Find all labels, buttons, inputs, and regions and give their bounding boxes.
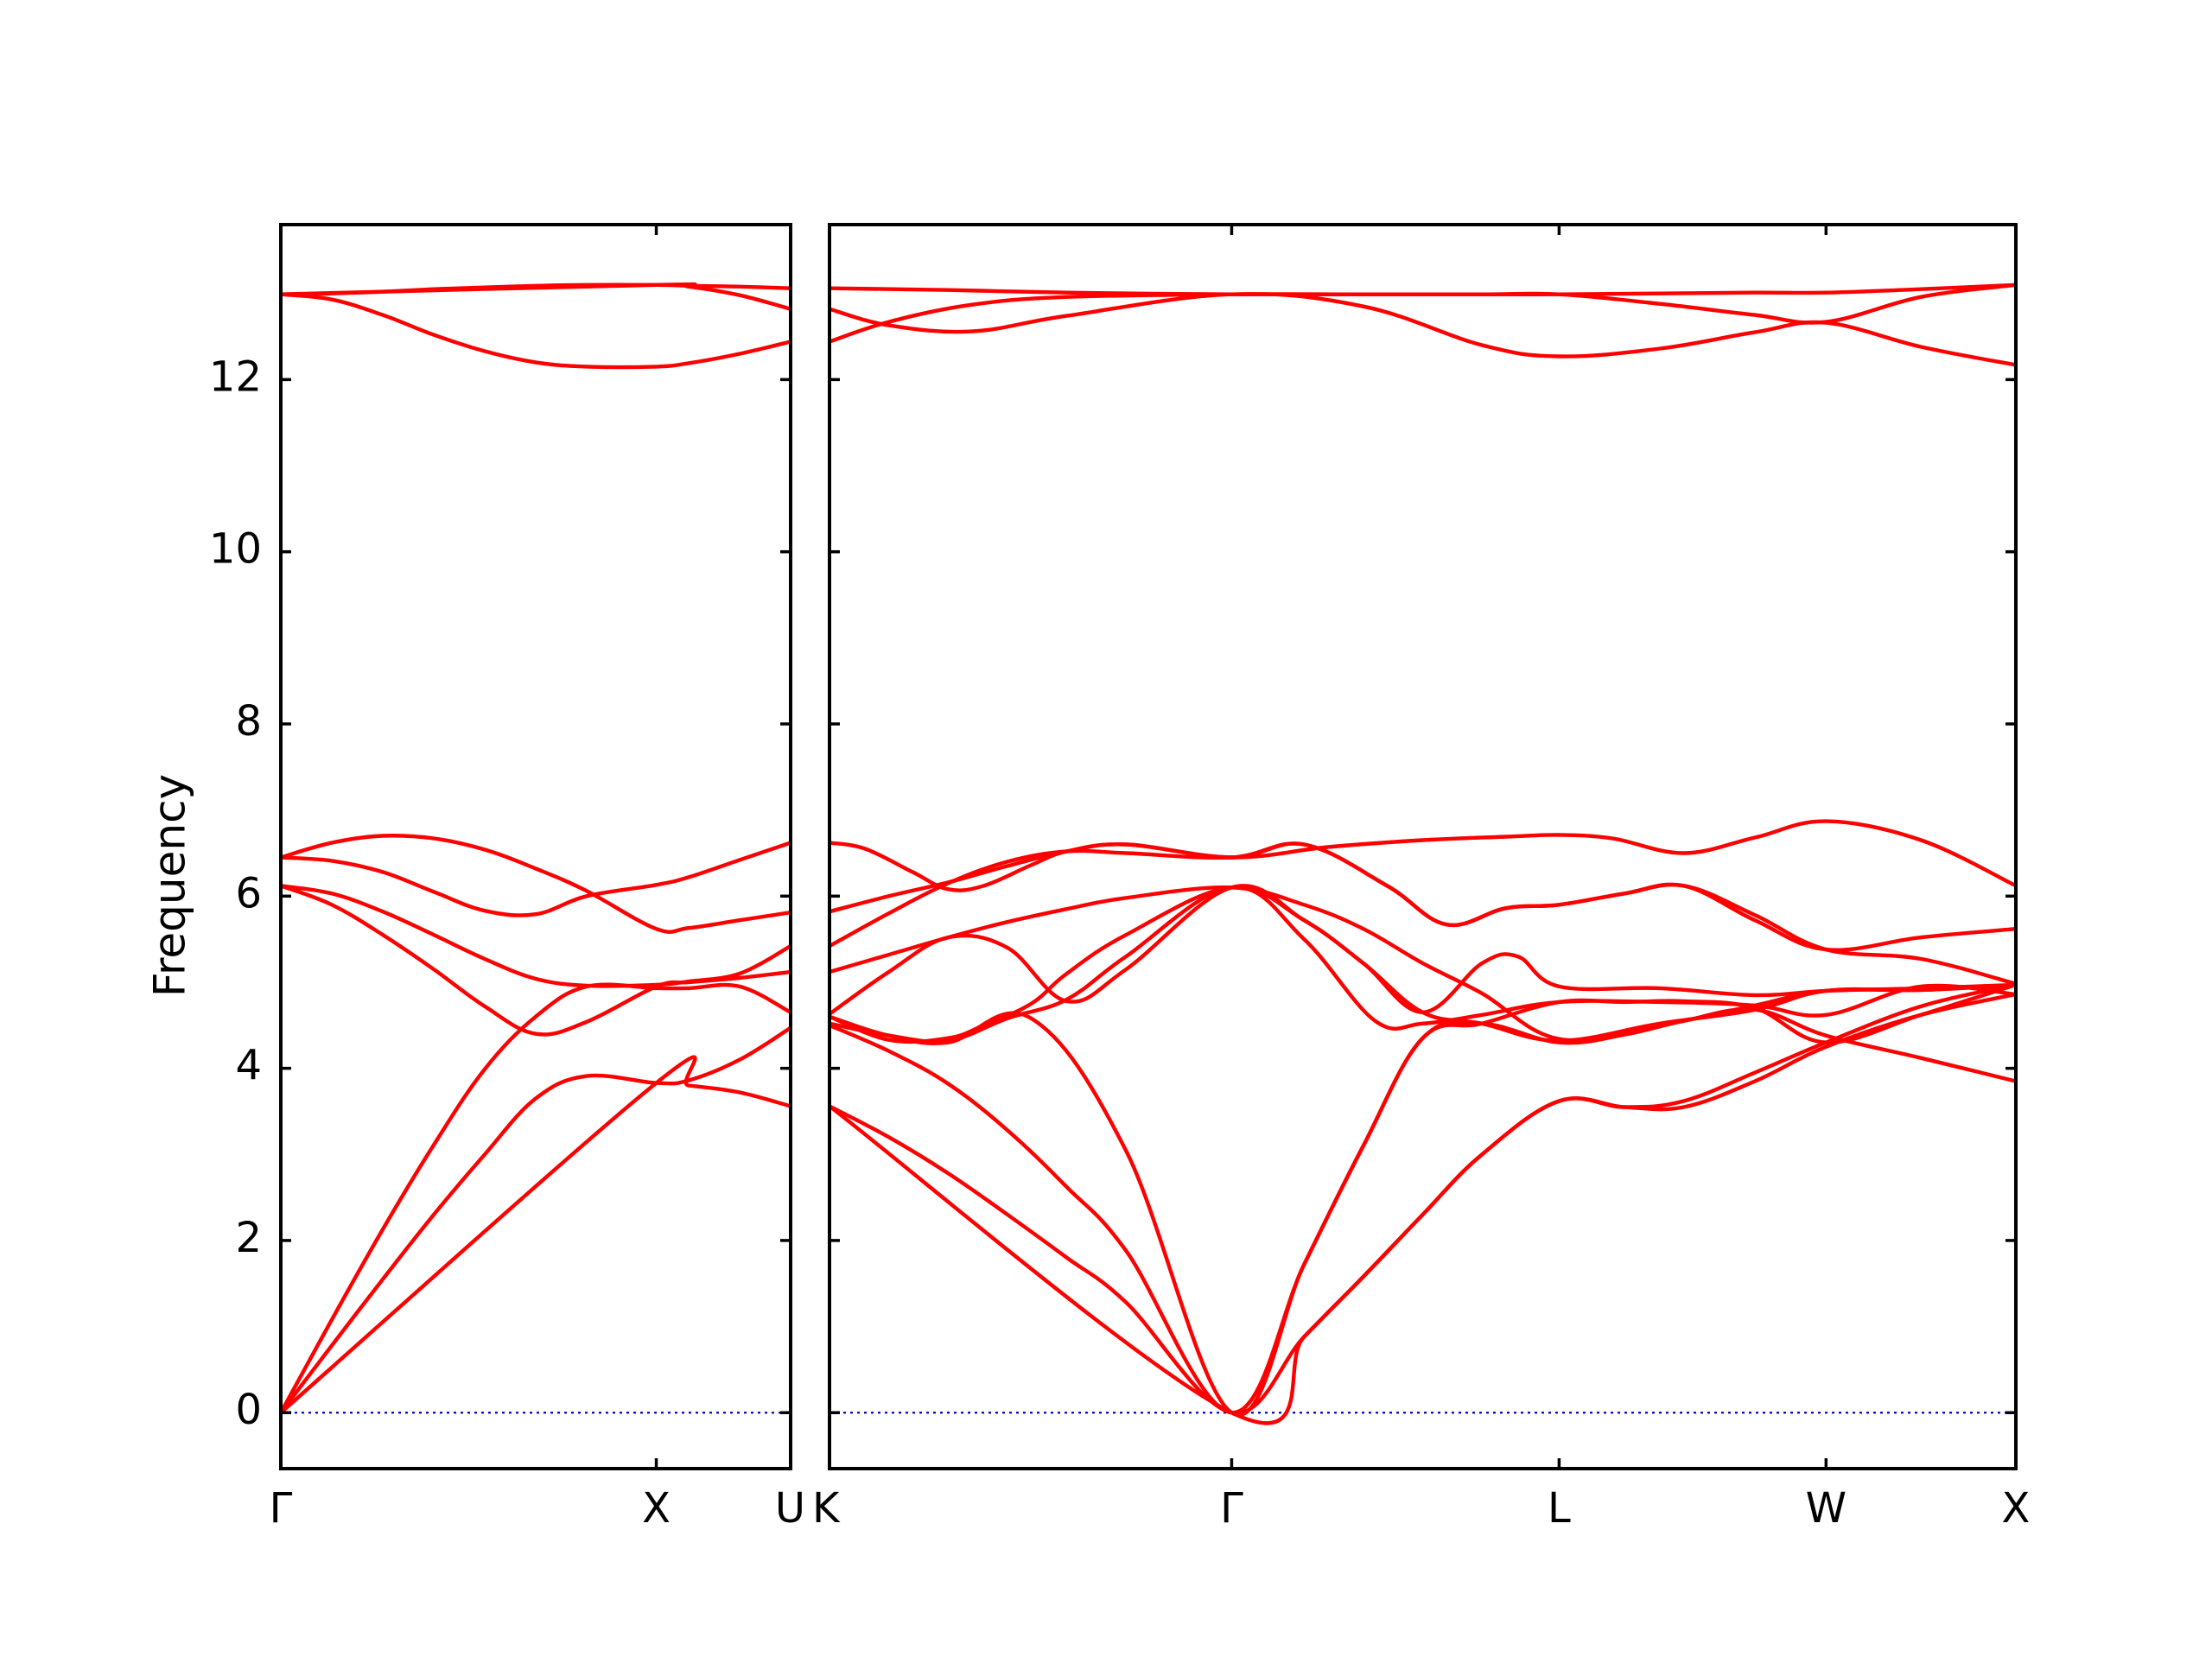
band-line-9 <box>281 1025 791 1415</box>
x-tick-label-U: U <box>775 1484 805 1533</box>
y-tick-label: 0 <box>235 1386 262 1434</box>
x-tick-label-L: L <box>1548 1484 1571 1533</box>
band-line-4 <box>830 819 2016 892</box>
panel-2-bands <box>830 282 2016 1425</box>
band-line-12 <box>830 1007 2016 1415</box>
band-line-9 <box>830 885 2016 1044</box>
y-tick-label: 4 <box>235 1042 262 1090</box>
band-line-6 <box>830 841 2016 952</box>
band-line-2 <box>830 292 2016 367</box>
y-tick-label: 2 <box>235 1214 262 1262</box>
band-line-3 <box>830 282 2016 344</box>
band-line-4 <box>281 833 791 934</box>
x-tick-label-W: W <box>1806 1484 1847 1533</box>
band-line-13 <box>830 982 2016 1415</box>
band-line-5 <box>281 841 791 917</box>
panel-1-bands <box>281 282 791 1415</box>
y-tick-label: 6 <box>235 869 262 917</box>
x-tick-label-K: K <box>812 1484 841 1533</box>
x-tick-label-Γ: Γ <box>270 1484 293 1533</box>
y-axis-label: Frequency <box>145 774 195 997</box>
band-line-14 <box>830 992 2016 1425</box>
panel-1-frame <box>279 223 792 1470</box>
band-line-6 <box>281 884 791 988</box>
band-line-10 <box>281 1055 791 1415</box>
panel-1: 0 2 4 6 8 10 12 Γ X U <box>209 223 805 1533</box>
y-tick-label: 8 <box>235 697 262 746</box>
panel-2-frame <box>828 223 2018 1470</box>
band-line-10 <box>830 885 2016 1044</box>
band-line-8 <box>281 982 791 1415</box>
band-line-11 <box>830 982 2016 1417</box>
band-line-3 <box>281 282 791 311</box>
y-tick-label: 12 <box>209 352 262 401</box>
band-line-7 <box>281 884 791 1037</box>
band-line-7 <box>830 885 2016 1043</box>
x-tick-label-X: X <box>2002 1484 2031 1533</box>
band-line-2 <box>281 292 791 370</box>
y-tick-label: 10 <box>209 525 262 574</box>
x-tick-label-Γ: Γ <box>1220 1484 1243 1533</box>
x-tick-label-X: X <box>642 1484 671 1533</box>
